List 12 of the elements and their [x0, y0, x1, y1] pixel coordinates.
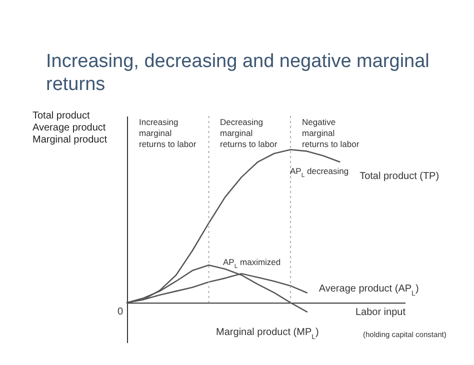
x-axis-title: Labor input	[355, 307, 406, 318]
annotation: 0	[117, 306, 124, 318]
chart-title: Increasing, decreasing and negative marginal returns	[46, 50, 430, 96]
text: Increasing marginal returns to labor	[139, 117, 196, 149]
series-label: Average product (AP$_{L}$)	[318, 284, 419, 298]
y-axis-title: Total product Average product Marginal product	[32, 110, 108, 146]
text: Total product (TP)	[360, 170, 440, 182]
annotation: AP$_{L}$ maximized	[223, 257, 281, 270]
text: Negative marginal returns to labor	[302, 117, 360, 149]
text: Decreasing marginal returns to labor	[220, 117, 278, 149]
series-label: Marginal product (MP$_{L}$)	[216, 326, 319, 340]
annotation: AP$_{L}$ decreasing	[290, 166, 349, 179]
